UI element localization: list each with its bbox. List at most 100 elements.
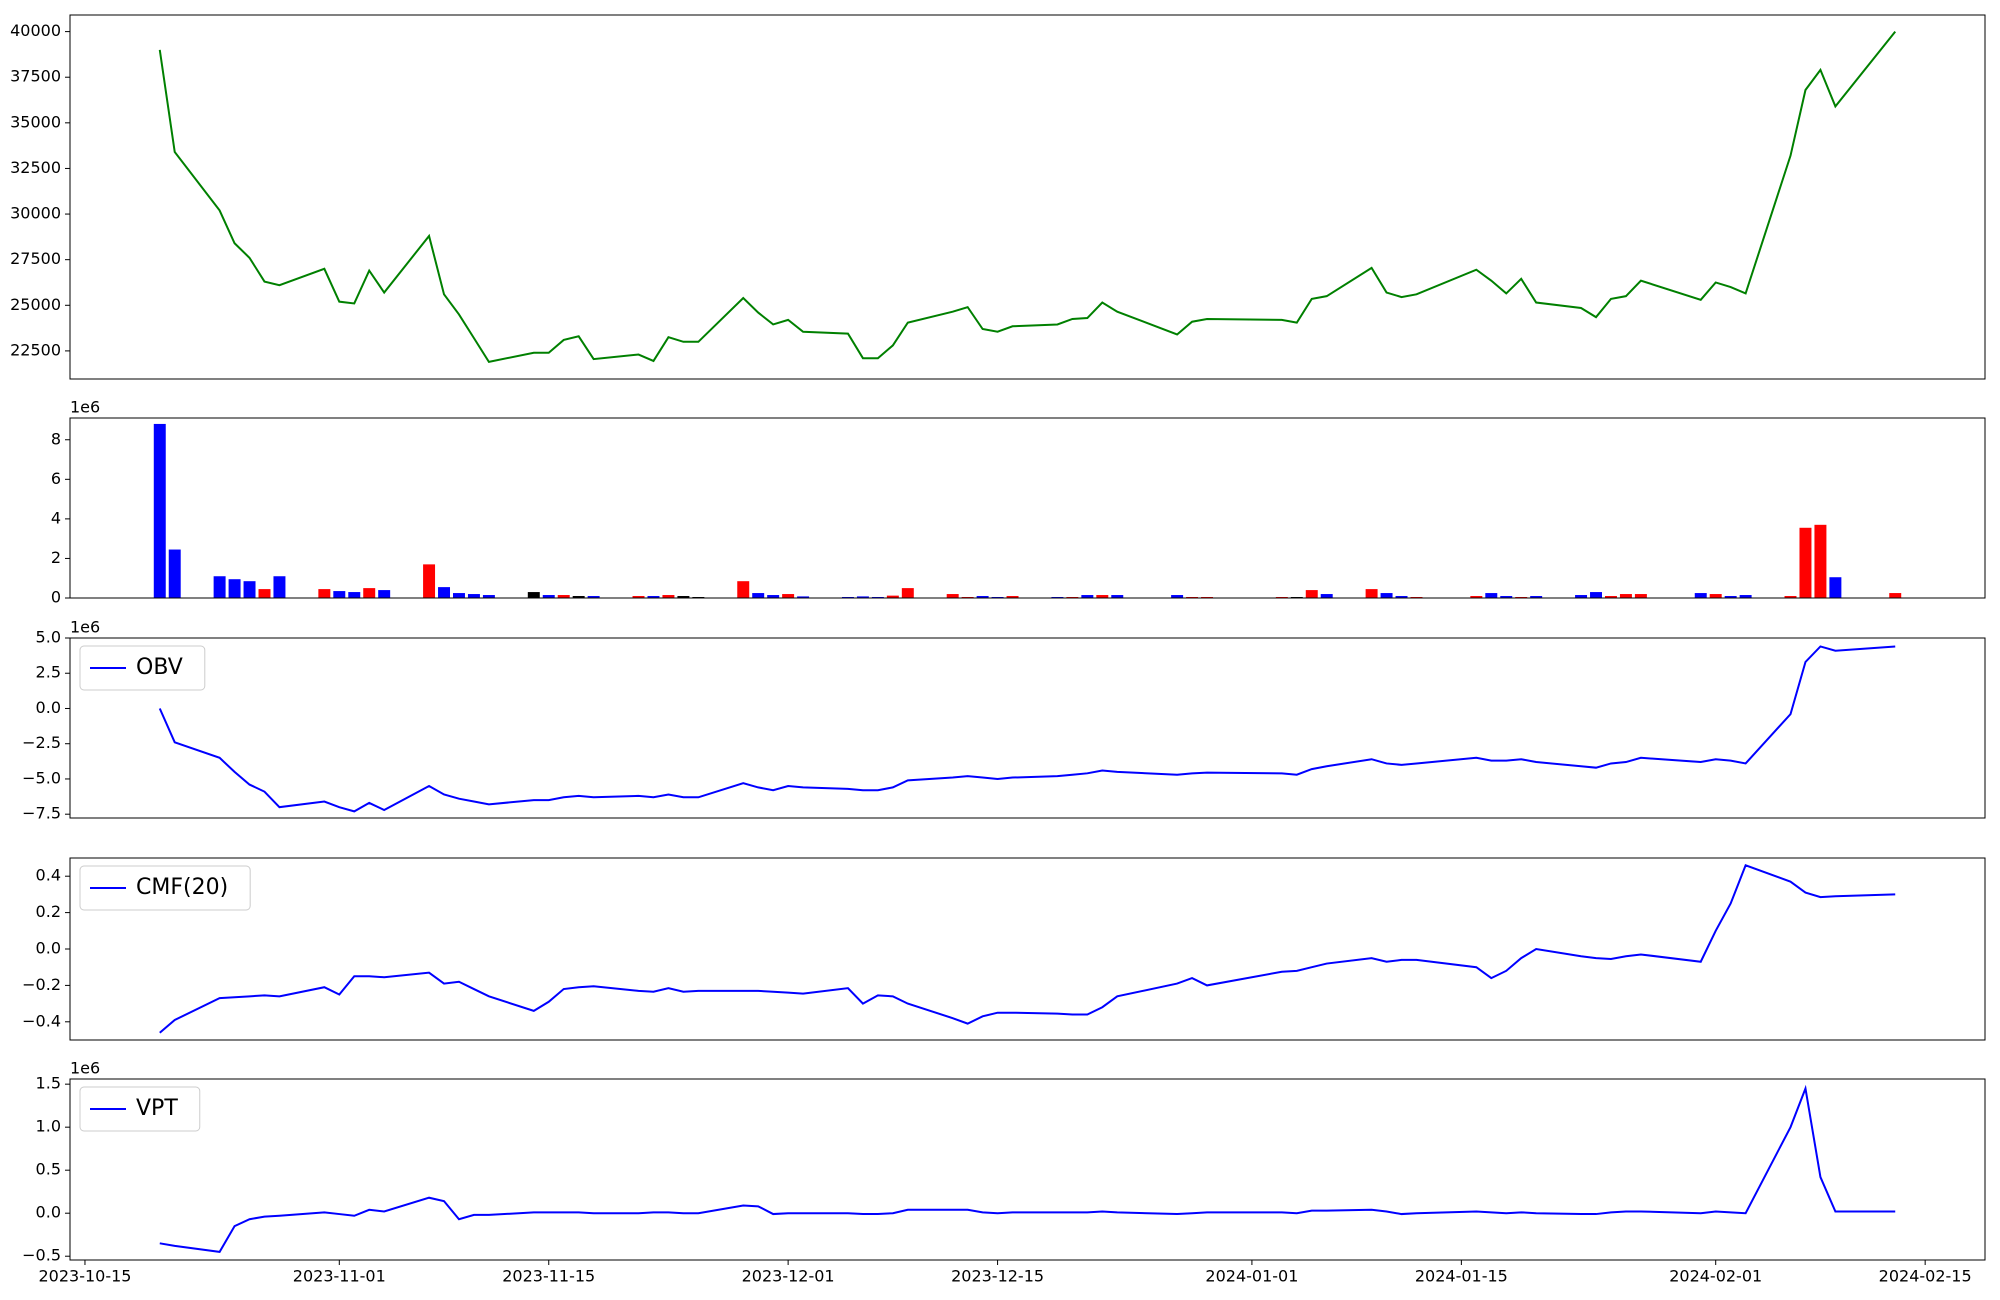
- bar: [363, 588, 376, 598]
- y-tick-label: 1.0: [36, 1117, 61, 1136]
- legend: CMF(20): [79, 865, 251, 911]
- bar: [1889, 593, 1902, 598]
- bar: [1799, 527, 1812, 598]
- y-tick-label: −7.5: [22, 804, 61, 823]
- bar: [647, 596, 660, 598]
- bar: [1081, 595, 1094, 598]
- y-tick-label: 32500: [10, 158, 61, 177]
- bar: [632, 596, 645, 598]
- y-tick-label: −0.5: [22, 1246, 61, 1265]
- y-tick-label: 37500: [10, 67, 61, 86]
- bar: [333, 591, 346, 598]
- x-tick-label: 2024-02-01: [1669, 1267, 1762, 1286]
- y-tick-label: 1.5: [36, 1074, 61, 1093]
- bar: [168, 549, 181, 598]
- y-tick-label: 4: [51, 508, 61, 527]
- axes-frame: [69, 14, 1986, 380]
- bar: [438, 587, 451, 598]
- line: [158, 30, 1897, 363]
- bar: [1619, 594, 1632, 598]
- bar: [572, 596, 585, 598]
- y-tick-label: 0.0: [36, 1203, 61, 1222]
- bar: [1320, 594, 1333, 598]
- y-tick-label: 40000: [10, 21, 61, 40]
- y-tick-label: −2.5: [22, 733, 61, 752]
- panel: 0 2 4 6 8 1e6: [51, 398, 1986, 607]
- bar: [587, 596, 600, 598]
- x-tick-label: 2023-12-15: [951, 1267, 1044, 1286]
- x-tick-label: 2023-10-15: [38, 1267, 131, 1286]
- bar: [557, 595, 570, 598]
- legend-box: [79, 645, 206, 691]
- bar: [1724, 596, 1737, 598]
- bar: [1590, 592, 1602, 598]
- bar: [1096, 595, 1109, 598]
- bar: [1694, 593, 1707, 598]
- panel: −0.5 0.0 0.5 1.0 1.5 1e6 VPT 2023-10-15 2023-11-…: [22, 1059, 1986, 1286]
- bar: [946, 594, 959, 598]
- y-tick-label: 2: [51, 548, 61, 567]
- x-tick-label: 2024-02-15: [1879, 1267, 1972, 1286]
- bar: [1634, 594, 1647, 598]
- y-tick-label: −0.2: [22, 975, 61, 994]
- bar: [542, 595, 555, 598]
- bar: [1380, 593, 1393, 598]
- offset-label: 1e6: [70, 1059, 100, 1078]
- bar: [467, 594, 480, 598]
- bar: [782, 594, 795, 598]
- x-tick-label: 2023-11-01: [293, 1267, 386, 1286]
- x-tick-label: 2024-01-15: [1415, 1267, 1508, 1286]
- y-tick-label: 6: [51, 469, 61, 488]
- panel: 22500 25000 27500 30000 32500 35000 37500 40000: [10, 14, 1986, 380]
- bar: [1111, 595, 1124, 598]
- bar: [482, 595, 495, 598]
- y-tick-label: 27500: [10, 249, 61, 268]
- bar: [318, 589, 331, 598]
- bar: [677, 596, 690, 598]
- legend: VPT: [79, 1086, 201, 1132]
- legend-box: [79, 1086, 201, 1132]
- bar: [1604, 596, 1617, 598]
- bar: [453, 593, 465, 598]
- bar: [886, 595, 899, 598]
- panel: −7.5 −5.0 −2.5 0.0 2.5 5.0 1e6 OBV: [22, 618, 1986, 823]
- bar: [153, 423, 166, 598]
- bar: [901, 588, 914, 598]
- bar: [378, 590, 391, 598]
- legend: OBV: [79, 645, 206, 691]
- y-tick-label: 30000: [10, 204, 61, 223]
- bar: [1814, 524, 1827, 598]
- y-tick-label: 0.0: [36, 698, 61, 717]
- legend-label: CMF(20): [136, 875, 228, 900]
- bar: [856, 596, 869, 598]
- y-tick-label: 25000: [10, 295, 61, 314]
- bar: [423, 564, 436, 598]
- bar: [348, 592, 361, 598]
- x-tick-label: 2023-11-15: [502, 1267, 595, 1286]
- bar: [1006, 596, 1019, 598]
- y-tick-label: 2.5: [36, 663, 61, 682]
- legend-label: VPT: [136, 1096, 178, 1121]
- bar: [1485, 593, 1498, 598]
- bar: [797, 596, 810, 598]
- y-tick-label: −0.4: [22, 1011, 61, 1030]
- y-tick-label: 0.4: [36, 866, 61, 885]
- bar: [1784, 596, 1797, 598]
- axes-frame: [69, 417, 1986, 599]
- bar: [1395, 596, 1408, 598]
- legend-label: OBV: [136, 655, 183, 680]
- bar: [737, 581, 750, 598]
- bar: [1575, 595, 1588, 598]
- y-tick-label: −5.0: [22, 768, 61, 787]
- offset-label: 1e6: [70, 618, 100, 637]
- bar: [1470, 596, 1483, 598]
- bar: [258, 589, 271, 598]
- y-tick-label: 5.0: [36, 628, 61, 647]
- line: [159, 1084, 1896, 1253]
- bar: [527, 592, 540, 598]
- bar: [273, 576, 286, 598]
- axes-frame: [69, 1078, 1986, 1261]
- y-tick-label: 35000: [10, 112, 61, 131]
- y-tick-label: 0.2: [36, 902, 61, 921]
